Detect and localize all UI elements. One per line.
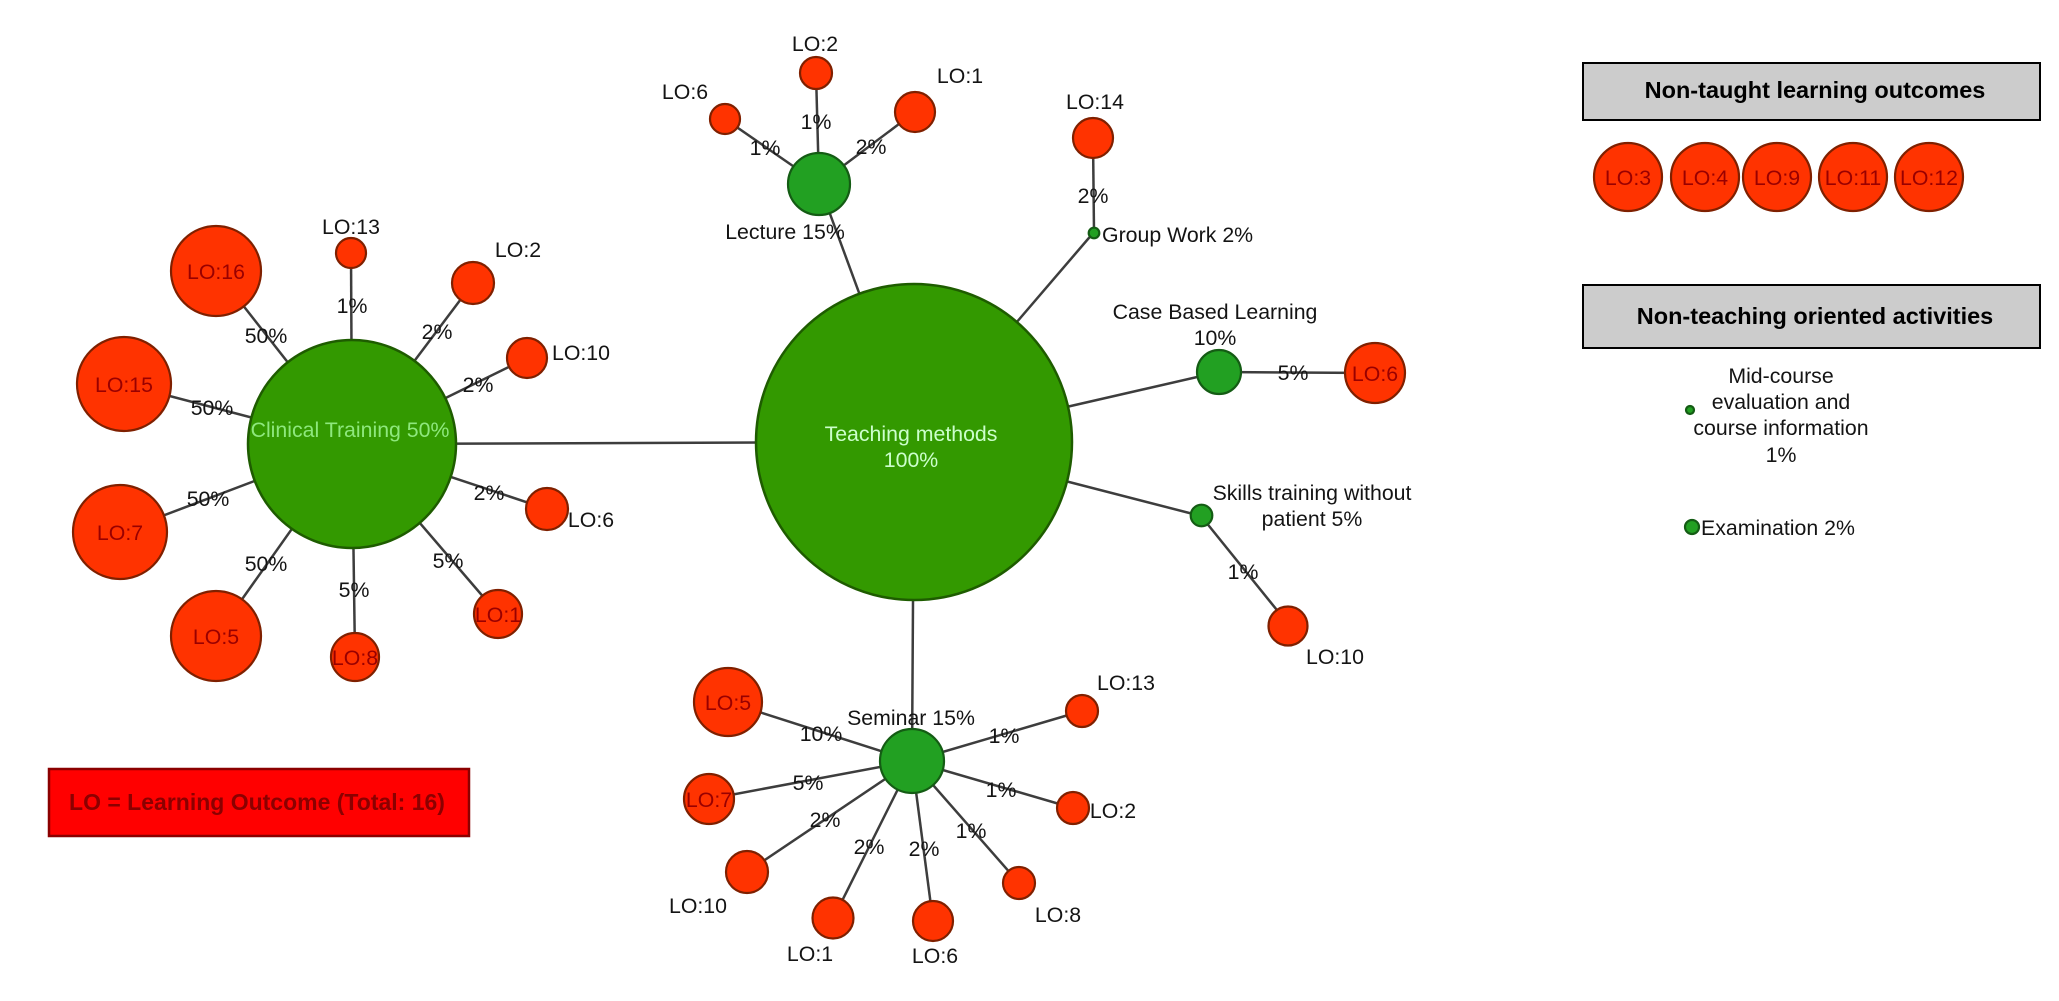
svg-text:evaluation and: evaluation and bbox=[1712, 390, 1851, 414]
svg-text:2%: 2% bbox=[422, 320, 453, 344]
svg-text:LO:5: LO:5 bbox=[705, 691, 751, 715]
svg-text:1%: 1% bbox=[1228, 560, 1259, 584]
svg-text:LO:13: LO:13 bbox=[322, 215, 380, 239]
svg-text:Case Based Learning: Case Based Learning bbox=[1113, 300, 1318, 324]
svg-text:100%: 100% bbox=[884, 448, 939, 472]
svg-text:Group Work 2%: Group Work 2% bbox=[1102, 223, 1253, 247]
svg-text:2%: 2% bbox=[1078, 184, 1109, 208]
svg-text:LO:10: LO:10 bbox=[552, 341, 610, 365]
svg-text:2%: 2% bbox=[474, 481, 505, 505]
svg-text:10%: 10% bbox=[800, 722, 843, 746]
svg-text:LO:8: LO:8 bbox=[332, 646, 378, 670]
svg-text:Skills training without: Skills training without bbox=[1213, 481, 1412, 505]
svg-text:LO:16: LO:16 bbox=[187, 260, 245, 284]
svg-text:LO:1: LO:1 bbox=[475, 603, 521, 627]
svg-text:50%: 50% bbox=[245, 552, 288, 576]
svg-text:Seminar 15%: Seminar 15% bbox=[847, 706, 975, 730]
svg-text:1%: 1% bbox=[337, 294, 368, 318]
svg-text:Mid-course: Mid-course bbox=[1728, 364, 1833, 388]
svg-text:LO:11: LO:11 bbox=[1825, 166, 1881, 190]
svg-text:LO:10: LO:10 bbox=[669, 894, 727, 918]
svg-text:50%: 50% bbox=[191, 396, 234, 420]
svg-text:Non-teaching oriented activiti: Non-teaching oriented activities bbox=[1637, 303, 1993, 329]
svg-text:50%: 50% bbox=[245, 324, 288, 348]
svg-text:5%: 5% bbox=[433, 549, 464, 573]
svg-text:LO:15: LO:15 bbox=[95, 373, 153, 397]
svg-text:LO:6: LO:6 bbox=[568, 508, 614, 532]
svg-text:1%: 1% bbox=[956, 819, 987, 843]
svg-text:course information: course information bbox=[1693, 416, 1868, 440]
svg-text:LO:6: LO:6 bbox=[912, 944, 958, 968]
svg-text:patient 5%: patient 5% bbox=[1262, 507, 1363, 531]
svg-text:5%: 5% bbox=[1278, 361, 1309, 385]
svg-text:LO:6: LO:6 bbox=[662, 80, 708, 104]
svg-text:LO:5: LO:5 bbox=[193, 625, 239, 649]
svg-text:1%: 1% bbox=[801, 110, 832, 134]
svg-text:1%: 1% bbox=[986, 778, 1017, 802]
svg-text:LO:12: LO:12 bbox=[1900, 166, 1958, 190]
svg-text:5%: 5% bbox=[793, 771, 824, 795]
svg-text:LO:1: LO:1 bbox=[787, 942, 833, 966]
svg-text:5%: 5% bbox=[339, 578, 370, 602]
svg-text:LO = Learning Outcome (Total:: LO = Learning Outcome (Total: 16) bbox=[69, 789, 445, 815]
svg-text:1%: 1% bbox=[989, 724, 1020, 748]
svg-text:LO:14: LO:14 bbox=[1066, 90, 1124, 114]
svg-text:Teaching methods: Teaching methods bbox=[825, 422, 998, 446]
svg-text:2%: 2% bbox=[854, 835, 885, 859]
svg-text:LO:1: LO:1 bbox=[937, 64, 983, 88]
svg-text:LO:6: LO:6 bbox=[1352, 362, 1398, 386]
svg-text:LO:2: LO:2 bbox=[1090, 799, 1136, 823]
svg-text:LO:9: LO:9 bbox=[1754, 166, 1800, 190]
svg-text:1%: 1% bbox=[750, 136, 781, 160]
svg-text:LO:8: LO:8 bbox=[1035, 903, 1081, 927]
svg-text:2%: 2% bbox=[463, 373, 494, 397]
svg-text:LO:2: LO:2 bbox=[495, 238, 541, 262]
svg-text:LO:2: LO:2 bbox=[792, 32, 838, 56]
svg-text:Clinical Training 50%: Clinical Training 50% bbox=[251, 418, 450, 442]
svg-text:LO:13: LO:13 bbox=[1097, 671, 1155, 695]
svg-text:LO:4: LO:4 bbox=[1682, 166, 1728, 190]
svg-text:2%: 2% bbox=[909, 837, 940, 861]
svg-text:Examination 2%: Examination 2% bbox=[1701, 516, 1855, 540]
svg-text:1%: 1% bbox=[1766, 443, 1797, 467]
svg-text:50%: 50% bbox=[187, 487, 230, 511]
svg-text:2%: 2% bbox=[810, 808, 841, 832]
svg-text:LO:3: LO:3 bbox=[1605, 166, 1651, 190]
svg-text:LO:7: LO:7 bbox=[97, 521, 143, 545]
svg-text:LO:10: LO:10 bbox=[1306, 645, 1364, 669]
svg-text:Lecture 15%: Lecture 15% bbox=[725, 220, 845, 244]
svg-text:LO:7: LO:7 bbox=[686, 788, 732, 812]
svg-text:2%: 2% bbox=[856, 135, 887, 159]
svg-text:10%: 10% bbox=[1194, 326, 1237, 350]
svg-text:Non-taught learning outcomes: Non-taught learning outcomes bbox=[1645, 77, 1986, 103]
